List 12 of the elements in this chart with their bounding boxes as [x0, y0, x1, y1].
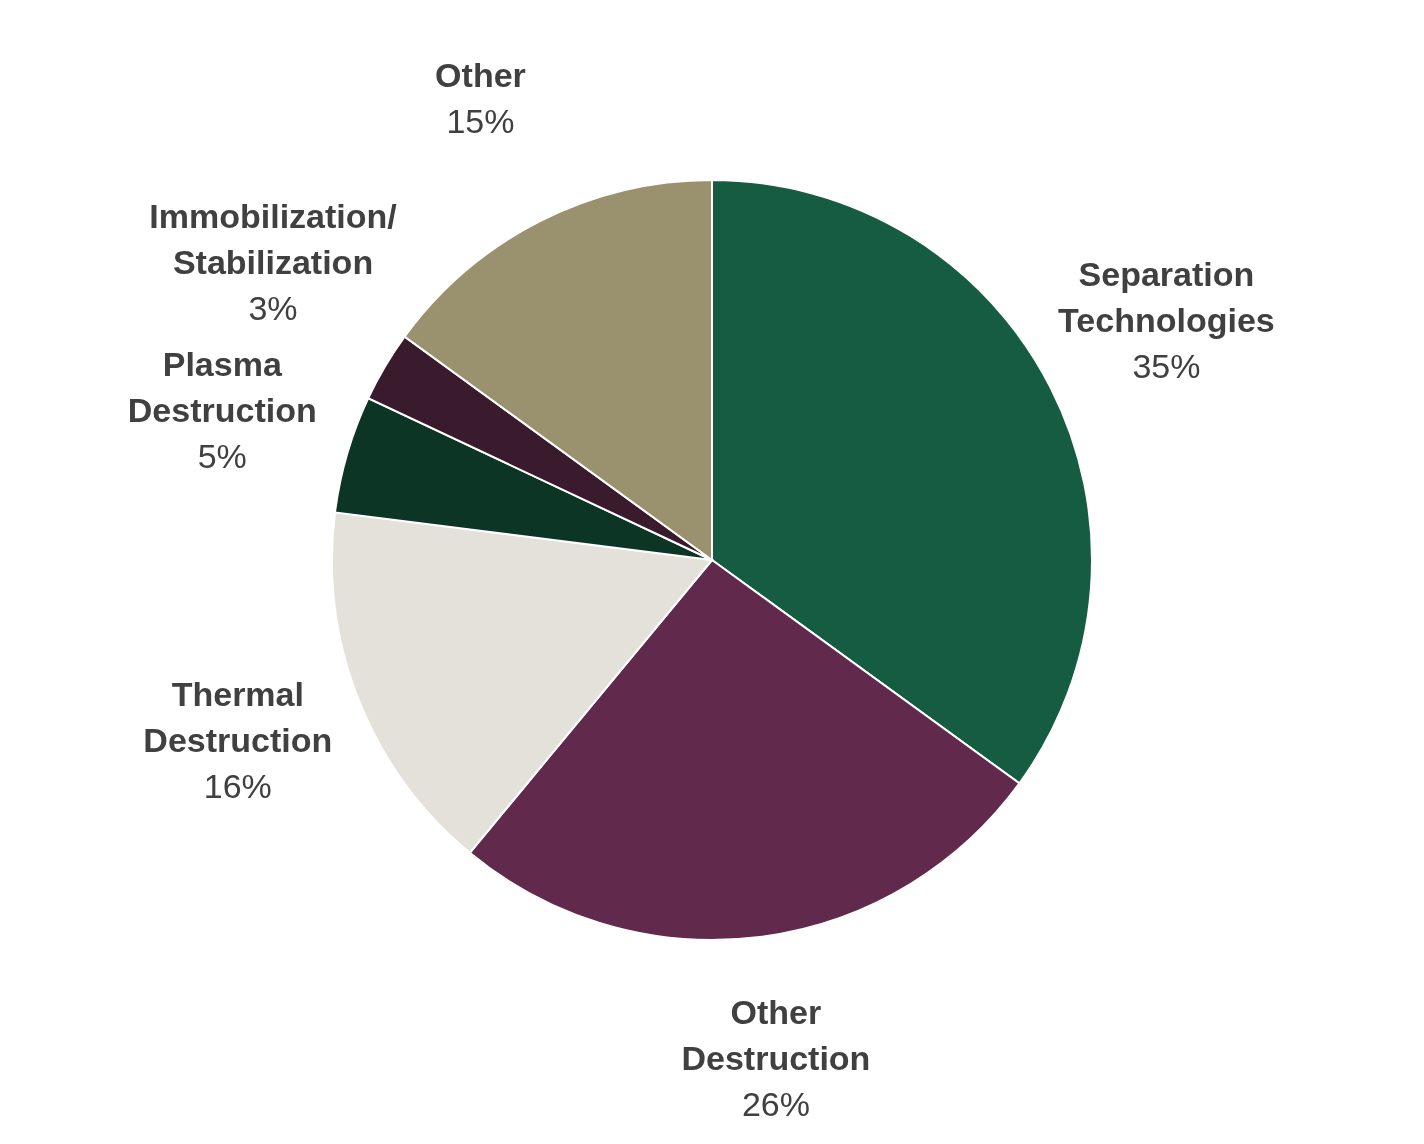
slice-label: Other Destruction	[681, 992, 871, 1077]
data-label: 3%	[248, 288, 298, 327]
slice-label: Other	[435, 55, 526, 94]
data-label: 16%	[203, 766, 272, 805]
data-label: 15%	[446, 101, 515, 140]
data-label: 5%	[197, 436, 247, 475]
slice-label: Separation Technologies	[1058, 255, 1275, 340]
data-label: 26%	[741, 1084, 810, 1123]
slice-label: Plasma Destruction	[127, 344, 317, 429]
slice-label: Thermal Destruction	[143, 674, 333, 759]
data-label: 35%	[1132, 347, 1201, 386]
slice-label: Immobilization/Stabilization	[149, 196, 398, 281]
